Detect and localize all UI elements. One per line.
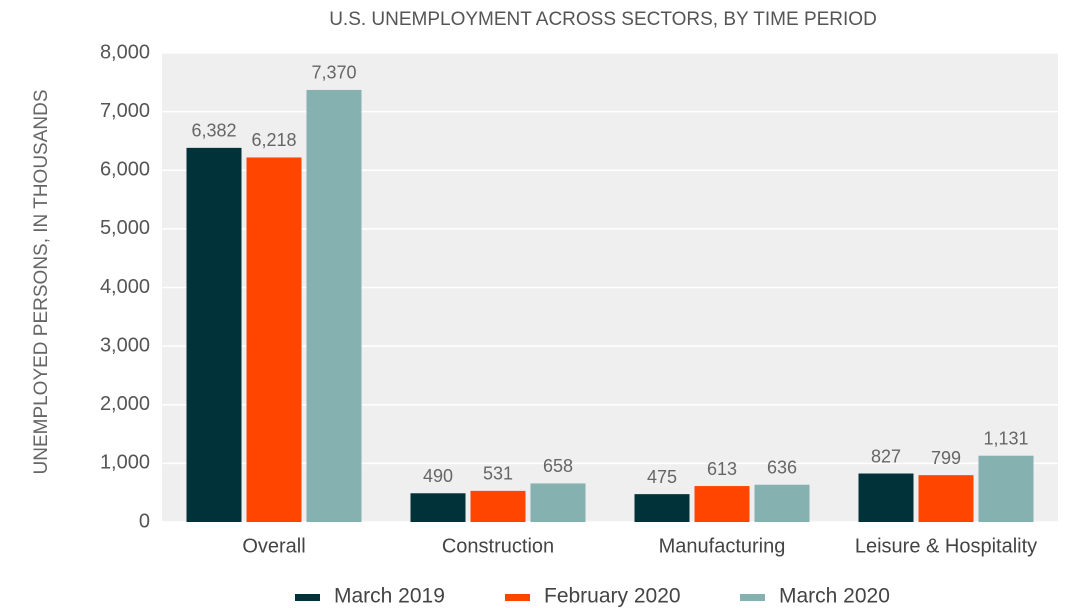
chart-title: U.S. UNEMPLOYMENT ACROSS SECTORS, BY TIM… xyxy=(329,9,877,30)
value-label: 531 xyxy=(483,464,513,484)
y-tick-label: 3,000 xyxy=(100,334,150,356)
bar xyxy=(918,475,974,522)
value-label: 827 xyxy=(871,446,901,466)
legend-swatch xyxy=(505,594,530,601)
bar xyxy=(858,473,914,522)
legend-label: February 2020 xyxy=(544,585,681,608)
value-label: 658 xyxy=(543,456,573,476)
x-tick-label: Construction xyxy=(442,535,554,557)
value-label: 7,370 xyxy=(311,63,356,83)
y-tick-label: 6,000 xyxy=(100,159,150,181)
bar xyxy=(306,89,362,522)
y-tick-label: 7,000 xyxy=(100,100,150,122)
value-label: 1,131 xyxy=(983,428,1028,448)
value-label: 475 xyxy=(647,467,677,487)
bar xyxy=(470,490,526,522)
bar xyxy=(694,486,750,522)
y-tick-label: 1,000 xyxy=(100,452,150,474)
bar xyxy=(754,484,810,522)
value-label: 799 xyxy=(931,448,961,468)
value-label: 6,382 xyxy=(191,121,236,141)
value-label: 490 xyxy=(423,466,453,486)
bar xyxy=(186,147,242,522)
value-label: 6,218 xyxy=(251,130,296,150)
bar xyxy=(530,483,586,522)
legend-swatch xyxy=(295,594,320,601)
y-tick-label: 8,000 xyxy=(100,41,150,63)
x-tick-label: Overall xyxy=(242,535,305,557)
y-tick-label: 4,000 xyxy=(100,276,150,298)
bar xyxy=(410,493,466,522)
x-tick-label: Leisure & Hospitality xyxy=(855,535,1037,557)
value-label: 636 xyxy=(767,457,797,477)
legend-label: March 2019 xyxy=(334,585,445,608)
bar xyxy=(978,455,1034,522)
y-tick-label: 0 xyxy=(139,510,150,532)
value-label: 613 xyxy=(707,459,737,479)
y-tick-label: 2,000 xyxy=(100,393,150,415)
y-tick-label: 5,000 xyxy=(100,217,150,239)
legend-swatch xyxy=(740,594,765,601)
y-axis-title: UNEMPLOYED PERSONS, IN THOUSANDS xyxy=(31,89,52,474)
x-tick-label: Manufacturing xyxy=(659,535,786,557)
legend-label: March 2020 xyxy=(779,585,890,608)
bar xyxy=(634,494,690,522)
bar xyxy=(246,157,302,522)
